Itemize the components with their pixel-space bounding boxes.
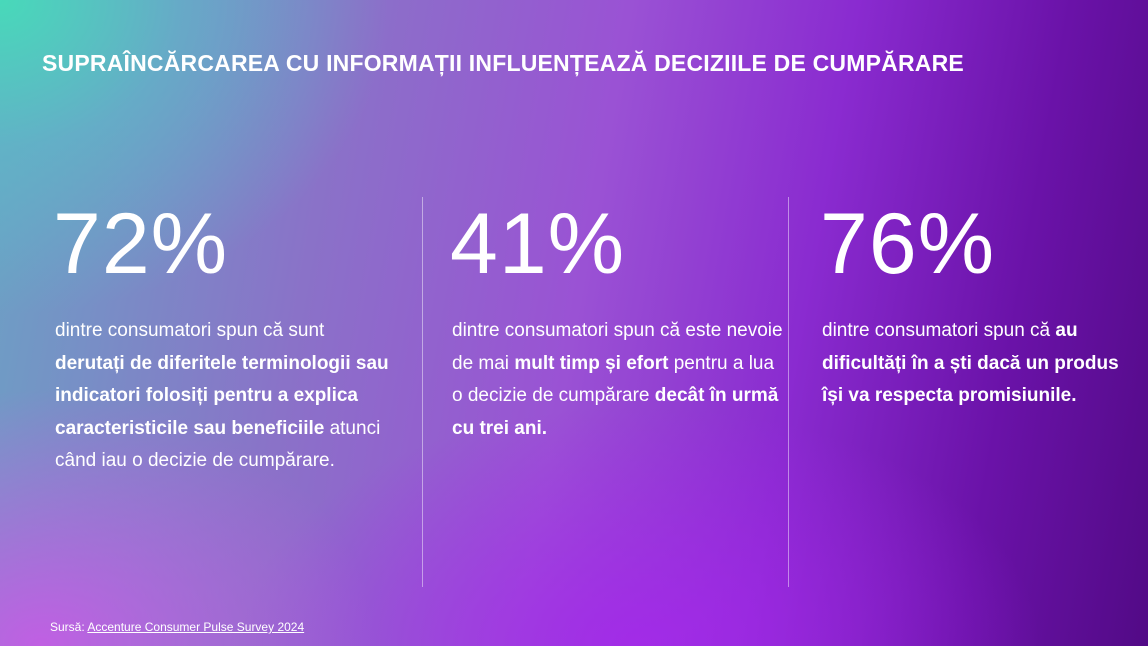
source-note: Sursă: Accenture Consumer Pulse Survey 2… xyxy=(50,620,304,634)
stat-column-1: 72% dintre consumatori spun că sunt deru… xyxy=(53,195,395,478)
desc-bold: derutați de diferitele terminologii sau … xyxy=(55,352,389,439)
desc-text: dintre consumatori spun că xyxy=(822,320,1056,341)
stat-value: 41% xyxy=(450,196,626,292)
stat-column-3: 76% dintre consumatori spun că au dificu… xyxy=(820,195,1122,413)
column-divider xyxy=(788,197,789,587)
stat-value: 72% xyxy=(53,196,229,292)
desc-text: atunci când iau o decizie de cumpărare. xyxy=(55,417,381,472)
desc-bold: decât în urmă cu trei ani. xyxy=(452,385,779,439)
source-label: Sursă: xyxy=(50,620,88,634)
slide-title: SUPRAÎNCĂRCAREA CU INFORMAȚII INFLUENȚEA… xyxy=(42,50,964,76)
stat-description: dintre consumatori spun că este nevoie d… xyxy=(452,315,787,445)
desc-bold: au dificultăți în a ști dacă un produs î… xyxy=(822,320,1119,406)
column-divider xyxy=(422,197,423,587)
stat-column-2: 41% dintre consumatori spun că este nevo… xyxy=(450,195,787,445)
desc-bold: mult timp și efort xyxy=(514,352,669,374)
desc-text: dintre consumatori spun că este nevoie d… xyxy=(452,320,783,374)
stat-description: dintre consumatori spun că au dificultăț… xyxy=(822,315,1122,413)
stat-value: 76% xyxy=(820,196,996,292)
desc-text: pentru a lua o decizie de cumpărare xyxy=(452,352,775,407)
desc-text: dintre consumatori spun că sunt xyxy=(55,320,325,341)
source-link[interactable]: Accenture Consumer Pulse Survey 2024 xyxy=(87,620,305,634)
stat-description: dintre consumatori spun că sunt derutați… xyxy=(55,315,395,478)
